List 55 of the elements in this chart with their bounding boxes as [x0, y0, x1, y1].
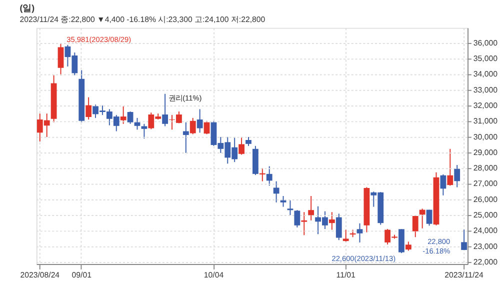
- y-tick-label: 23,000: [473, 242, 498, 251]
- candlestick: [405, 241, 412, 252]
- candlestick: [86, 96, 92, 120]
- x-tick-label: 2023/08/24: [20, 270, 60, 280]
- candlestick: [196, 108, 203, 134]
- y-tick-label: 32,000: [473, 101, 498, 110]
- y-tick-label: 27,000: [473, 179, 498, 188]
- y-tick-label: 26,000: [473, 194, 498, 204]
- y-tick-label: 36,000: [473, 38, 498, 48]
- candlestick: [461, 229, 467, 250]
- candlestick: [447, 148, 454, 186]
- chart-title: (일): [20, 3, 35, 14]
- candlestick: [356, 222, 363, 243]
- candlestick: [308, 195, 314, 221]
- x-tick-label: 09/01: [72, 270, 92, 280]
- x-tick-label: 10/04: [204, 270, 224, 280]
- candlestick: [190, 117, 196, 135]
- candlestick: [342, 229, 349, 242]
- candlestick: [141, 123, 148, 140]
- candlestick: [259, 167, 266, 182]
- candlestick: [238, 136, 244, 156]
- candlestick: [454, 164, 460, 188]
- candlestick: [134, 117, 140, 130]
- candlestick: [162, 93, 168, 127]
- candlestick: [398, 228, 404, 254]
- candlestick: [336, 213, 342, 241]
- y-tick-label: 28,000: [473, 164, 498, 173]
- candlestick: [301, 212, 308, 236]
- y-tick-label: 35,000: [473, 54, 498, 64]
- candlestick: [440, 174, 446, 196]
- candlestick: [328, 212, 335, 230]
- x-tick-label: 11/01: [336, 270, 356, 280]
- y-tick-label: 33,000: [473, 85, 498, 94]
- candlestick: [287, 200, 294, 216]
- y-tick-label: 29,000: [473, 148, 498, 157]
- candlestick: [120, 106, 126, 124]
- candlestick: [182, 122, 189, 154]
- candlestick: [294, 210, 300, 228]
- x-tick-label: 2023/11/24: [444, 270, 484, 280]
- candlestick: [273, 180, 280, 203]
- candlestick: [280, 195, 286, 208]
- candlestick: [58, 43, 64, 76]
- y-tick-label: 34,000: [473, 70, 498, 79]
- chart-subtitle: 2023/11/24 종:22,800 ▼4,400 -16.18% 시:23,300 고:24,100 저:22,800: [20, 14, 266, 24]
- y-tick-label: 24,000: [473, 226, 498, 236]
- candlestick: [419, 208, 426, 229]
- candlestick: [426, 209, 432, 226]
- y-tick-label: 31,000: [473, 116, 498, 126]
- candlestick: [127, 111, 134, 124]
- y-tick-label: 25,000: [473, 210, 498, 220]
- candlestick: [412, 214, 418, 238]
- candlestick: [266, 166, 272, 186]
- y-tick-label: 30,000: [473, 132, 498, 142]
- candlestick: [204, 120, 210, 135]
- y-tick-label: 22,000: [473, 257, 498, 266]
